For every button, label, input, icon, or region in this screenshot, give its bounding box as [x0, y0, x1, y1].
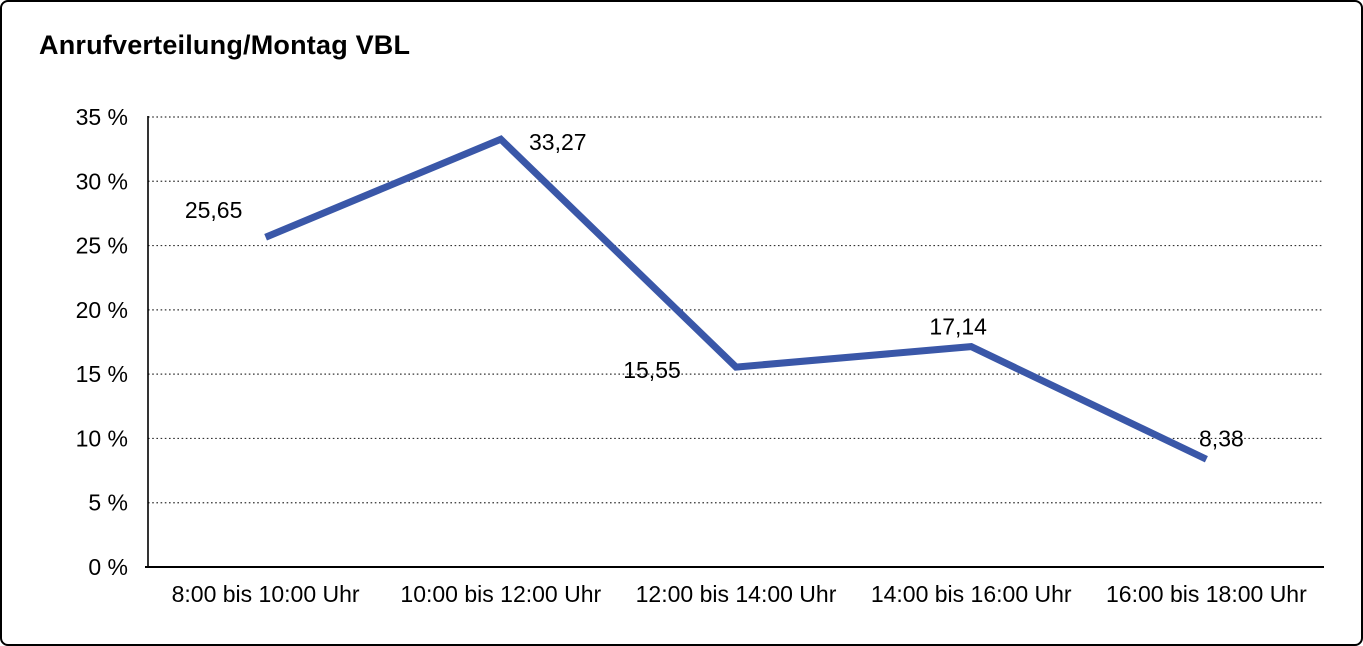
series-line — [264, 135, 1208, 463]
x-axis-category-label: 14:00 bis 16:00 Uhr — [871, 581, 1072, 607]
y-axis-tick-label: 5 % — [88, 490, 128, 516]
data-point-label: 25,65 — [185, 197, 243, 223]
y-axis-tick-label: 15 % — [76, 361, 128, 387]
chart-title: Anrufverteilung/Montag VBL — [39, 30, 411, 60]
data-point-label: 8,38 — [1199, 425, 1244, 451]
y-axis-tick-label: 0 % — [88, 554, 128, 580]
y-axis-tick-label: 35 % — [76, 104, 128, 130]
y-axis-tick-label: 30 % — [76, 168, 128, 194]
data-point-label: 33,27 — [529, 129, 587, 155]
x-axis-category-label: 16:00 bis 18:00 Uhr — [1106, 581, 1307, 607]
x-axis-category-label: 12:00 bis 14:00 Uhr — [636, 581, 837, 607]
y-axis-tick-label: 25 % — [76, 233, 128, 259]
x-axis-category-label: 10:00 bis 12:00 Uhr — [400, 581, 601, 607]
y-axis-tick-label: 10 % — [76, 425, 128, 451]
data-point-label: 15,55 — [623, 357, 681, 383]
data-point-label: 17,14 — [929, 314, 987, 340]
x-axis-category-label: 8:00 bis 10:00 Uhr — [172, 581, 360, 607]
y-axis-tick-label: 20 % — [76, 297, 128, 323]
